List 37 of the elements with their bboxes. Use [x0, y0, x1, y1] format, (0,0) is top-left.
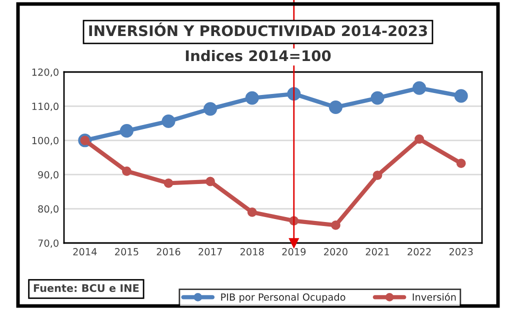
- point: [245, 91, 259, 105]
- x-tick-label: 2021: [366, 248, 389, 256]
- y-tick-label: 80,0: [38, 205, 58, 214]
- point: [454, 89, 468, 103]
- point: [412, 81, 426, 95]
- point: [247, 208, 257, 217]
- x-tick-label: 2023: [449, 248, 473, 256]
- legend-label: PIB por Personal Ocupado: [221, 293, 346, 303]
- x-tick-label: 2017: [198, 248, 222, 256]
- x-tick-label: 2019: [282, 248, 306, 256]
- point: [162, 114, 176, 128]
- y-tick-label: 110,0: [32, 102, 58, 112]
- point: [331, 220, 340, 230]
- point: [372, 170, 382, 180]
- point: [120, 124, 134, 138]
- y-tick-label: 70,0: [38, 239, 58, 248]
- y-tick-label: 90,0: [38, 171, 58, 180]
- point: [414, 134, 424, 144]
- x-tick-label: 2015: [115, 248, 138, 256]
- x-tick-label: 2014: [73, 248, 97, 256]
- chart-title: INVERSIÓN Y PRODUCTIVIDAD 2014-2023: [89, 22, 427, 36]
- point: [370, 91, 384, 105]
- point: [328, 100, 342, 114]
- x-tick-label: 2022: [408, 248, 431, 256]
- x-tick-label: 2020: [324, 248, 348, 256]
- legend-label: Inversión: [412, 292, 456, 301]
- chart-subtitle: Indices 2014=100: [186, 50, 331, 62]
- x-tick-label: 2018: [240, 248, 264, 256]
- source-note: Fuente: BCU e INE: [34, 284, 139, 292]
- x-tick-label: 2016: [156, 248, 180, 256]
- point: [456, 158, 466, 168]
- point: [164, 178, 174, 188]
- point: [204, 102, 218, 116]
- y-tick-label: 120,0: [32, 68, 58, 77]
- point: [206, 176, 215, 186]
- y-tick-label: 100,0: [32, 136, 58, 146]
- point: [122, 166, 132, 176]
